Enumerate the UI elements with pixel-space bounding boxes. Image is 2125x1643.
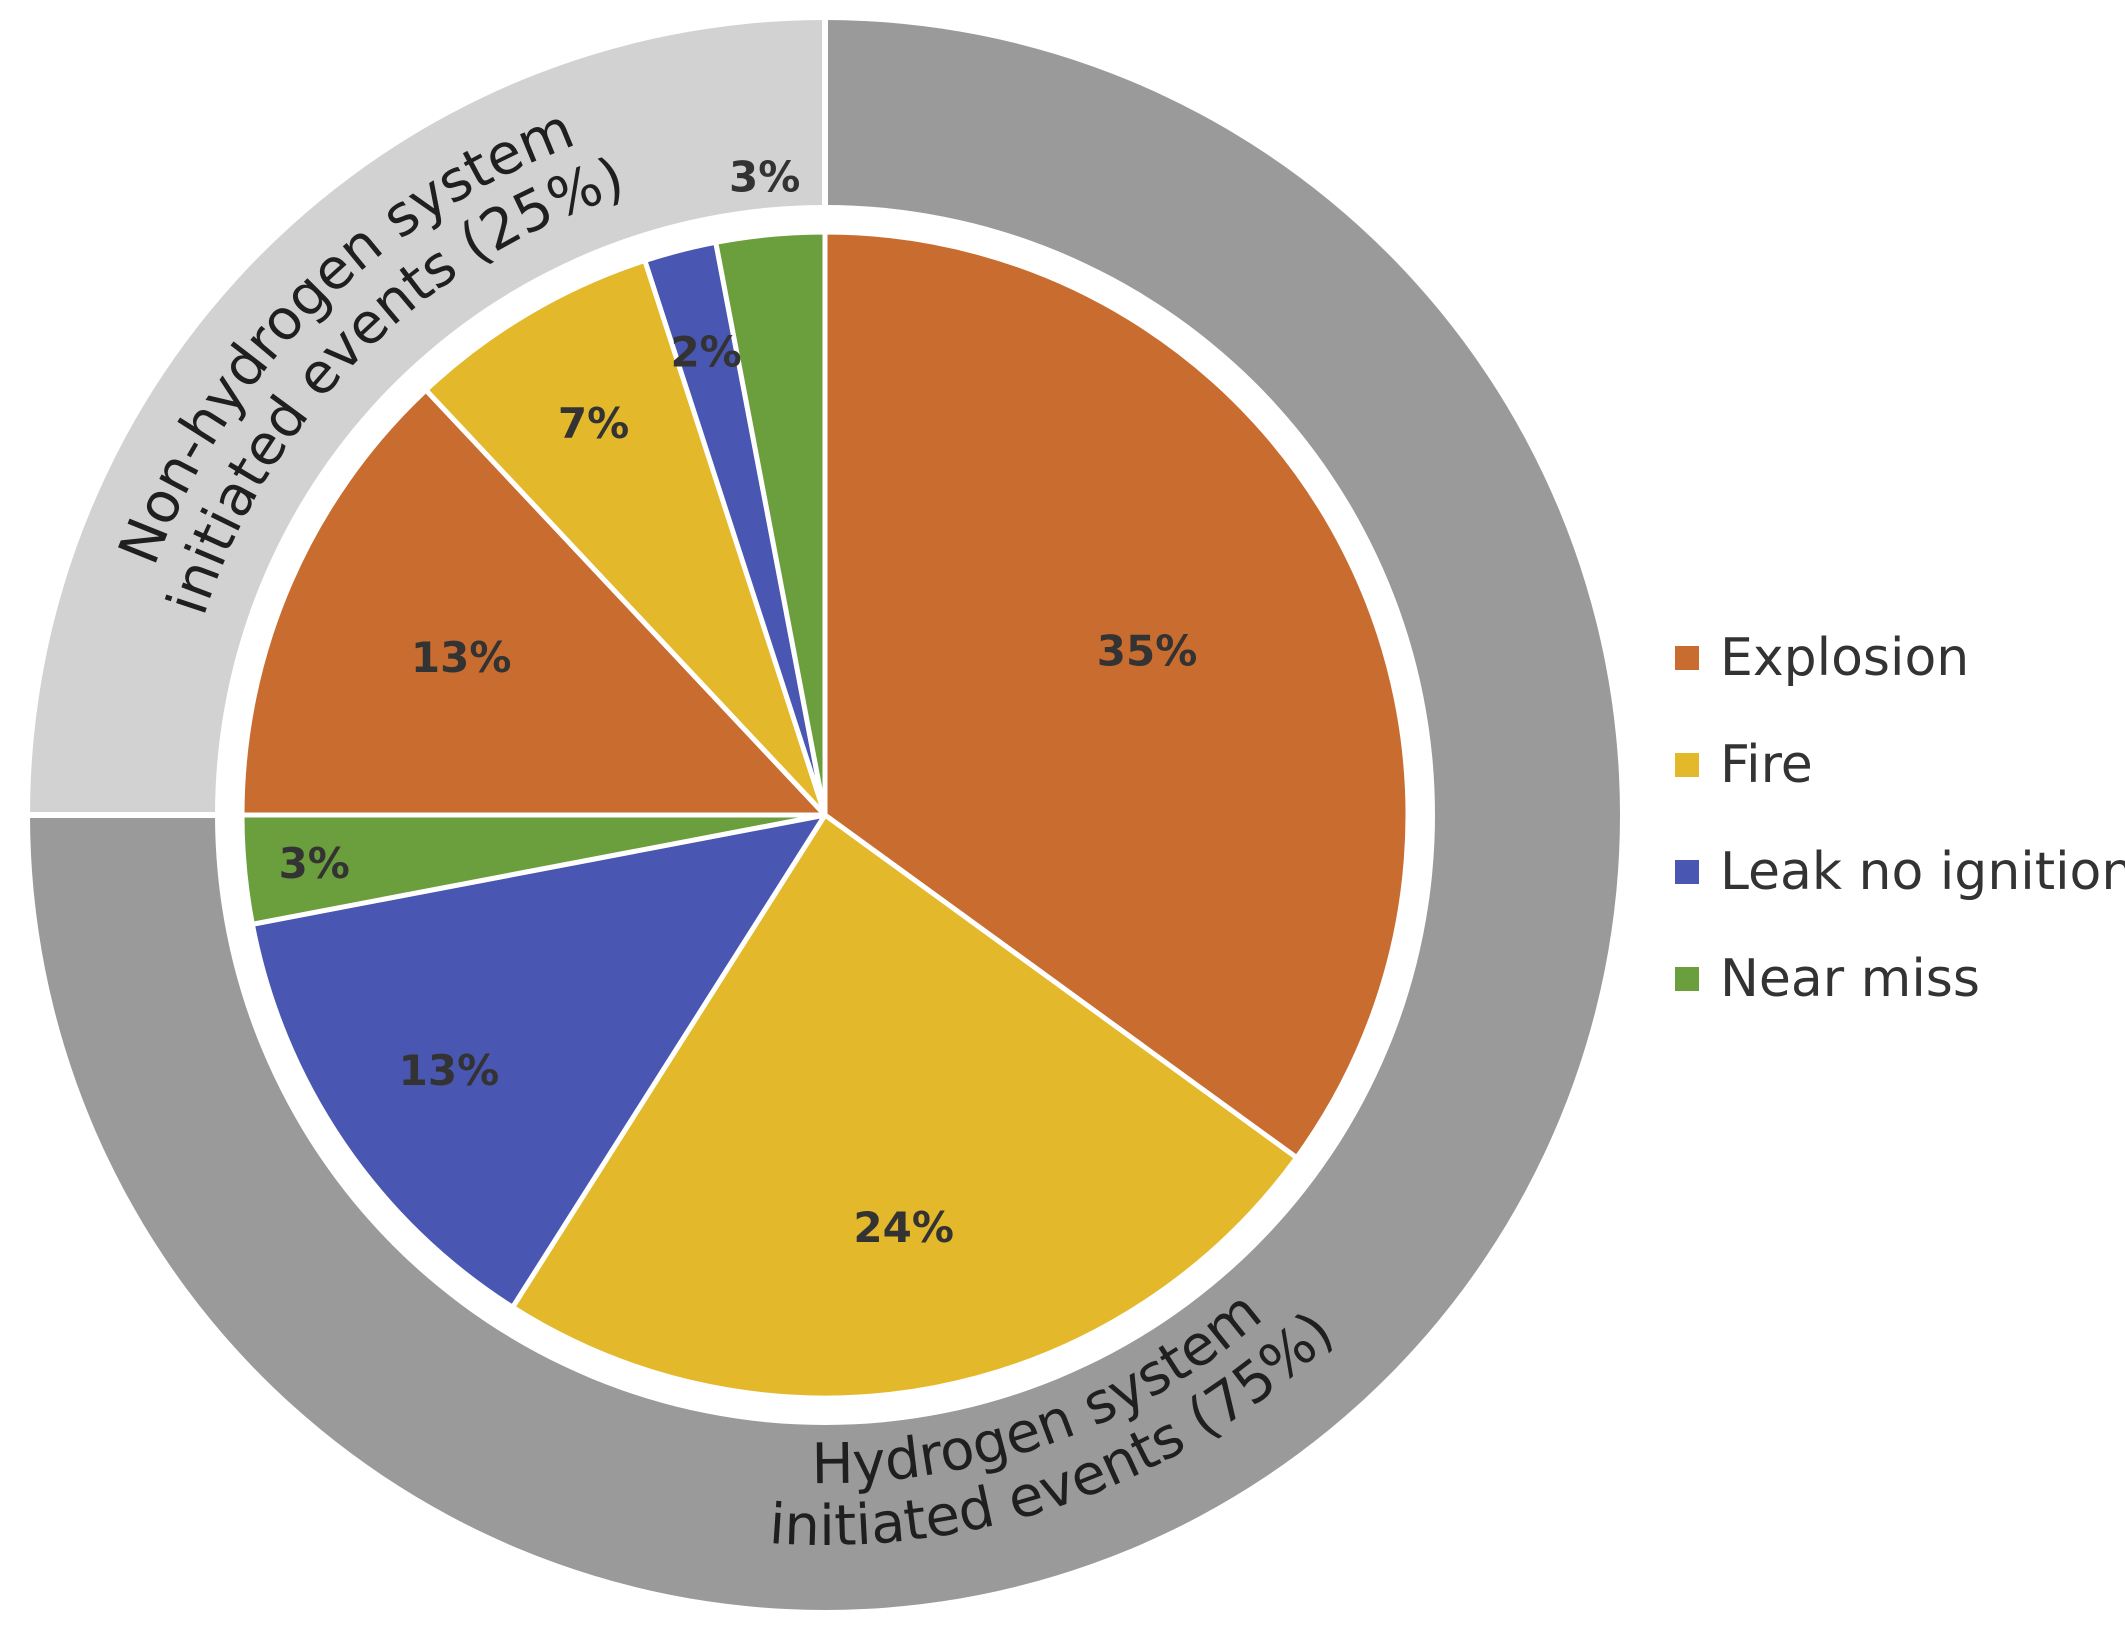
- legend-swatch-fire: [1675, 753, 1699, 777]
- data-label-non-hydrogen-fire: 7%: [558, 399, 629, 448]
- data-label-non-hydrogen-explosion: 13%: [411, 633, 512, 682]
- slice-non-hydrogen-fire: [423, 258, 828, 818]
- slice-non-hydrogen-near-miss: [713, 229, 828, 818]
- ring-segment-non-hydrogen: [30, 20, 825, 815]
- data-label-non-hydrogen-leak-no-ignition: 2%: [670, 327, 741, 376]
- data-label-hydrogen-near-miss: 3%: [279, 839, 350, 888]
- slice-hydrogen-fire: [510, 812, 1300, 1401]
- slice-hydrogen-leak-no-ignition: [249, 812, 828, 1310]
- legend-label-near-miss: Near miss: [1720, 949, 1980, 1009]
- data-labels: 35% 24% 13% 3% 13% 7% 2% 3%: [279, 152, 1198, 1251]
- data-label-non-hydrogen-near-miss: 3%: [729, 152, 800, 201]
- legend-swatch-explosion: [1675, 646, 1699, 670]
- legend: Explosion Fire Leak no ignition Near miss: [1675, 628, 2125, 1009]
- slice-hydrogen-explosion: [822, 229, 1411, 1161]
- legend-item-explosion: Explosion: [1675, 628, 1969, 688]
- legend-label-fire: Fire: [1720, 735, 1813, 795]
- data-label-hydrogen-leak-no-ignition: 13%: [399, 1046, 500, 1095]
- legend-label-leak-no-ignition: Leak no ignition: [1720, 842, 2125, 902]
- legend-item-near-miss: Near miss: [1675, 949, 1980, 1009]
- inner-pie: [239, 229, 1411, 1401]
- outer-ring: [28, 18, 1620, 1610]
- legend-item-leak-no-ignition: Leak no ignition: [1675, 842, 2125, 902]
- legend-swatch-leak-no-ignition: [1675, 860, 1699, 884]
- legend-label-explosion: Explosion: [1720, 628, 1969, 688]
- legend-swatch-near-miss: [1675, 967, 1699, 991]
- data-label-hydrogen-explosion: 35%: [1097, 626, 1198, 675]
- slice-non-hydrogen-explosion: [239, 387, 828, 818]
- legend-item-fire: Fire: [1675, 735, 1813, 795]
- data-label-hydrogen-fire: 24%: [853, 1203, 954, 1252]
